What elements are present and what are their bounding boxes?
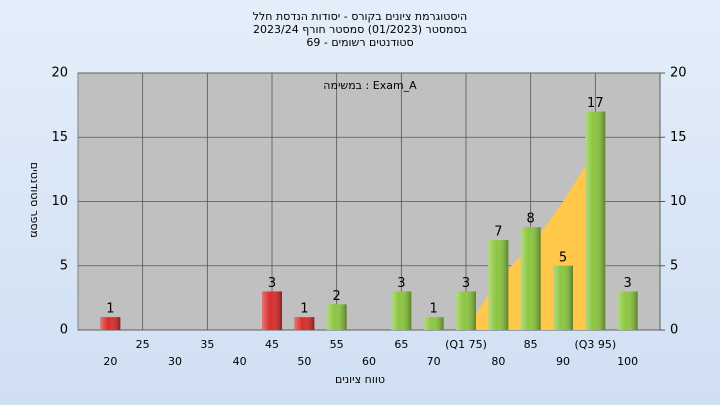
chart-subtitle: בסמסטר (01/2023) סמסטר חורף 2023/24: [253, 23, 467, 36]
data-label: 1: [106, 302, 114, 317]
chart-subtitle: סטודנטים רשומים - 69: [306, 36, 413, 49]
x-tick-label: 40: [233, 355, 247, 368]
x-tick-label: 80: [491, 355, 505, 368]
data-label: 1: [430, 302, 438, 317]
y-axis-label: מספר סטודנטים: [28, 162, 41, 238]
x-tick-label: (Q3 95): [574, 338, 616, 351]
x-tick-label: 65: [394, 338, 408, 351]
x-tick-label: 85: [524, 338, 538, 351]
data-label: 7: [494, 225, 502, 240]
x-tick-label: 100: [617, 355, 638, 368]
bar-shade: [294, 317, 315, 330]
x-tick-label: (Q1 75): [445, 338, 487, 351]
x-tick-label: 60: [362, 355, 376, 368]
y-tick-label: 5: [60, 258, 68, 273]
data-label: 1: [300, 302, 308, 317]
y2-tick-label: 5: [670, 258, 678, 273]
x-tick-label: 30: [168, 355, 182, 368]
data-label: 3: [624, 276, 632, 291]
y2-tick-label: 15: [670, 130, 687, 145]
x-tick-label: 25: [136, 338, 150, 351]
x-tick-label: 50: [297, 355, 311, 368]
x-axis-label: טווח ציונים: [335, 373, 385, 386]
bar-shade: [391, 291, 412, 330]
x-tick-label: 90: [556, 355, 570, 368]
x-tick-label: 35: [200, 338, 214, 351]
data-label: 8: [527, 212, 535, 227]
data-label: 17: [587, 96, 604, 111]
bar-shade: [100, 317, 121, 330]
chart-title: היסטוגרמת ציונים בקורס - יסודות הנדסת חל…: [253, 10, 467, 23]
bar-shade: [456, 291, 476, 330]
y2-tick-label: 0: [670, 323, 678, 338]
x-tick-label: 45: [265, 338, 279, 351]
bar-shade: [423, 317, 444, 330]
data-label: 3: [462, 276, 470, 291]
y-tick-label: 15: [51, 130, 68, 145]
y2-tick-label: 20: [670, 66, 687, 81]
bar-shade: [262, 291, 282, 330]
y2-tick-label: 10: [670, 194, 687, 209]
bar-shade: [520, 227, 541, 330]
y-tick-label: 10: [51, 194, 68, 209]
x-tick-label: 70: [427, 355, 441, 368]
annotation: Exam_A : במשימה: [323, 79, 417, 92]
x-tick-label: 20: [103, 355, 117, 368]
data-label: 2: [333, 289, 341, 304]
x-tick-label: 55: [330, 338, 344, 351]
data-label: 3: [268, 276, 276, 291]
bar-shade: [326, 304, 347, 330]
bar-shade: [617, 291, 638, 330]
data-label: 3: [397, 276, 405, 291]
y-tick-label: 20: [51, 66, 68, 81]
bar-shade: [585, 111, 606, 330]
bar-shade: [553, 265, 573, 330]
y-tick-label: 0: [60, 323, 68, 338]
bar-shade: [488, 240, 509, 330]
data-label: 5: [559, 250, 567, 265]
